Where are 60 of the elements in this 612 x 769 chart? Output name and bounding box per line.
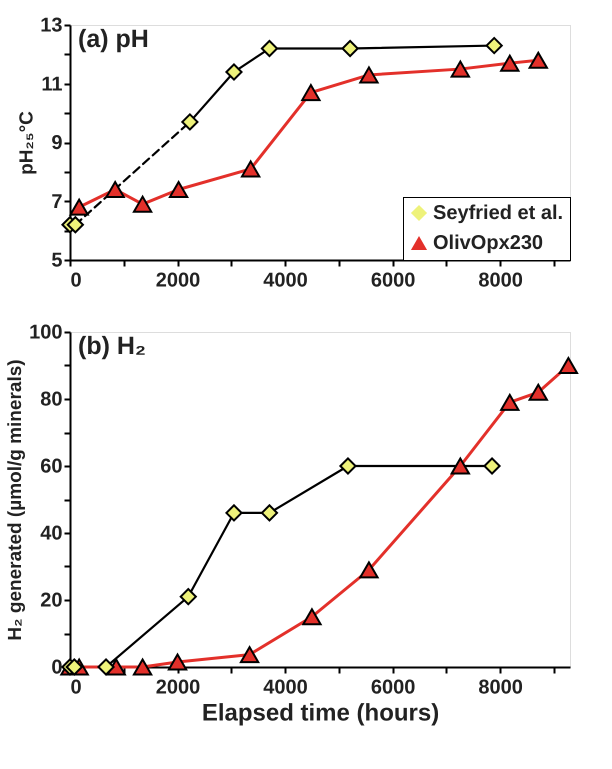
point [500, 54, 520, 72]
y-tick-label: 7 [51, 190, 62, 213]
point [97, 658, 115, 676]
x-axis-title: Elapsed time (hours) [202, 700, 440, 726]
x-tick-label: 6000 [370, 676, 416, 698]
y-tick-label: 20 [40, 590, 62, 612]
x-tick-label: 2000 [156, 270, 200, 292]
point [106, 181, 125, 198]
point [359, 561, 379, 578]
point [260, 504, 278, 522]
point [168, 181, 188, 198]
x-tick-label: 8000 [478, 676, 523, 698]
y-tick-label: 0 [51, 656, 62, 678]
x-tick-label: 6000 [370, 270, 416, 292]
point [225, 504, 243, 522]
chart-title: (b) H₂ [78, 332, 146, 360]
x-tick-label: 0 [70, 270, 82, 292]
point [260, 40, 278, 58]
point [132, 658, 152, 676]
point [66, 216, 84, 234]
x-tick-label: 8000 [478, 270, 523, 292]
chart-title: (a) pH [78, 25, 149, 53]
point [132, 196, 152, 213]
legend-label: Seyfried et al. [433, 202, 564, 224]
point [69, 198, 89, 216]
y-tick-label: 100 [29, 322, 62, 344]
y-tick-label: 11 [41, 73, 62, 96]
point [359, 66, 379, 84]
point [450, 458, 470, 474]
legend-label: OlivOpx230 [433, 232, 544, 254]
point [225, 63, 243, 81]
point [168, 653, 188, 670]
point [301, 84, 321, 102]
point [240, 646, 260, 664]
point [486, 36, 503, 54]
point [240, 160, 260, 178]
point [558, 357, 578, 374]
point [450, 60, 470, 78]
point [528, 52, 548, 69]
y-tick-label: 40 [40, 522, 62, 544]
y-tick-label: 9 [51, 132, 62, 154]
y-tick-label: 5 [51, 250, 62, 272]
point [180, 588, 197, 606]
x-tick-label: 4000 [263, 676, 308, 698]
point [181, 113, 198, 131]
x-tick-label: 4000 [263, 270, 308, 292]
y-axis-title: H₂ generated (µmol/g minerals) [5, 359, 26, 641]
point [528, 384, 548, 401]
y-tick-label: 80 [40, 388, 62, 410]
point [483, 457, 501, 475]
point [342, 40, 359, 58]
y-tick-label: 13 [40, 14, 62, 36]
x-tick-label: 0 [70, 676, 82, 698]
point [66, 658, 83, 676]
y-axis-title: pH₂₅°C [16, 110, 38, 175]
point [500, 394, 520, 411]
x-tick-label: 2000 [156, 676, 200, 698]
point [302, 608, 322, 626]
y-tick-label: 60 [40, 456, 62, 478]
point [339, 457, 357, 475]
